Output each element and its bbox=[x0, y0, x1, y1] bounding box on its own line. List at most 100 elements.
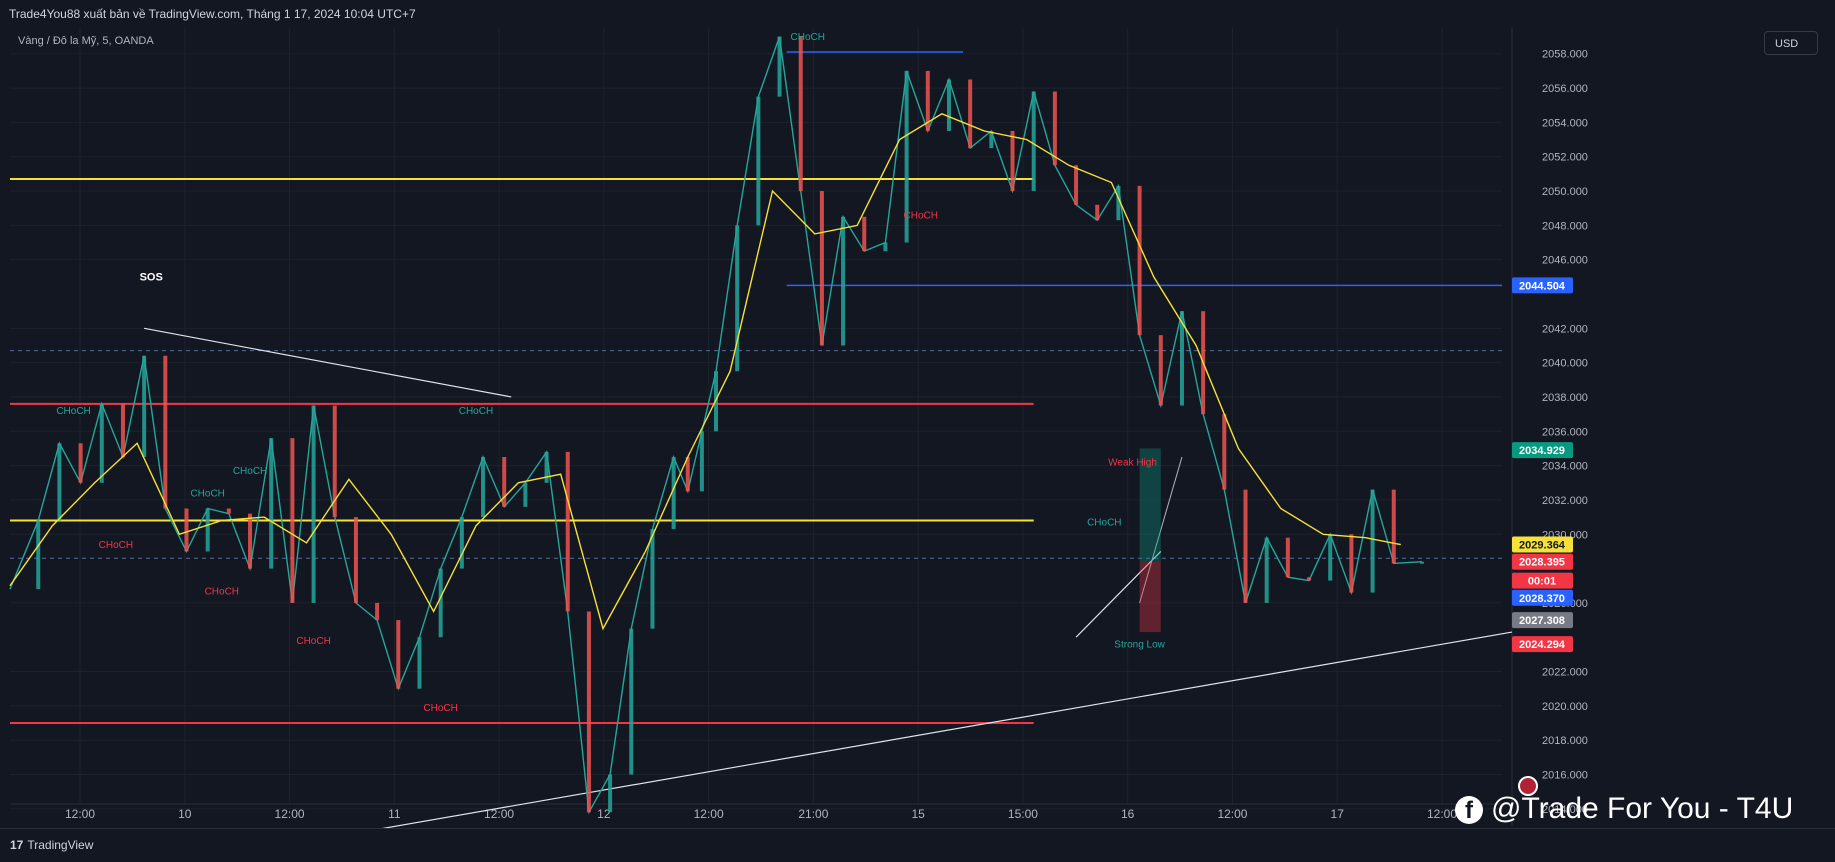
candle bbox=[184, 508, 189, 552]
candle bbox=[1179, 311, 1184, 406]
watermark-text: @Trade For You - T4U bbox=[1491, 792, 1794, 825]
candle bbox=[1095, 204, 1100, 221]
chart-annotation: CHoCH bbox=[459, 406, 493, 417]
price-label: 00:01 bbox=[1528, 576, 1556, 588]
chart-annotation: SOS bbox=[140, 271, 163, 283]
candle bbox=[163, 355, 168, 509]
y-tick-label: 2022.000 bbox=[1542, 667, 1588, 679]
price-label-box bbox=[1512, 612, 1573, 629]
candle bbox=[1052, 91, 1057, 166]
candle bbox=[756, 96, 761, 226]
x-tick-label: 12:00 bbox=[1217, 807, 1247, 821]
candle bbox=[1158, 335, 1163, 406]
us-flag-icon bbox=[1518, 776, 1538, 796]
candle bbox=[798, 36, 803, 192]
chart-annotation: CHoCH bbox=[423, 703, 457, 714]
y-tick-label: 2042.000 bbox=[1542, 323, 1588, 335]
candle bbox=[353, 517, 358, 603]
y-tick-label: 2034.000 bbox=[1542, 461, 1588, 473]
candle bbox=[1391, 489, 1396, 564]
price-label: 2028.395 bbox=[1519, 557, 1565, 569]
tradingview-logo[interactable]: 17 TradingView bbox=[10, 838, 93, 852]
chart-annotation: CHoCH bbox=[99, 540, 133, 551]
chart-annotation: Strong Low bbox=[1114, 640, 1165, 651]
publish-info: Trade4You88 xuất bản về TradingView.com,… bbox=[9, 7, 416, 21]
target-zone bbox=[1139, 448, 1161, 562]
price-label: 2027.308 bbox=[1519, 615, 1565, 627]
candle bbox=[142, 355, 147, 458]
price-label-box bbox=[1512, 636, 1573, 653]
candle bbox=[248, 513, 253, 569]
candle bbox=[1074, 165, 1079, 205]
candle bbox=[290, 438, 295, 603]
candle bbox=[1222, 414, 1227, 490]
price-label-box bbox=[1512, 277, 1573, 294]
candle bbox=[57, 443, 62, 521]
candle bbox=[1010, 130, 1015, 192]
candle bbox=[438, 568, 443, 638]
candle bbox=[699, 431, 704, 492]
candle bbox=[1349, 534, 1354, 593]
candle bbox=[1420, 561, 1424, 564]
candle bbox=[777, 36, 782, 97]
y-tick-label: 2050.000 bbox=[1542, 186, 1588, 198]
candle bbox=[36, 520, 41, 590]
y-tick-label: 2032.000 bbox=[1542, 495, 1588, 507]
stop-zone bbox=[1139, 561, 1161, 633]
y-tick-label: 2052.000 bbox=[1542, 152, 1588, 164]
trendline bbox=[1075, 550, 1162, 638]
y-tick-label: 2056.000 bbox=[1542, 83, 1588, 95]
chart-annotation: CHoCH bbox=[296, 636, 330, 647]
currency-selector[interactable]: USD bbox=[1764, 31, 1818, 55]
candle bbox=[523, 482, 528, 507]
x-tick-label: 12:00 bbox=[275, 807, 305, 821]
x-tick-label: 17 bbox=[1331, 807, 1345, 821]
candle bbox=[1370, 489, 1375, 593]
y-tick-label: 2018.000 bbox=[1542, 735, 1588, 747]
tradingview-logo-icon: 17 bbox=[10, 838, 24, 852]
x-tick-label: 12 bbox=[597, 807, 611, 821]
candle bbox=[608, 774, 613, 813]
candle bbox=[650, 529, 655, 629]
price-label: 2028.370 bbox=[1519, 593, 1565, 605]
chart-annotation: CHoCH bbox=[233, 466, 267, 477]
candle bbox=[685, 457, 690, 492]
trendline bbox=[144, 327, 512, 398]
x-tick-label: 12:00 bbox=[1427, 807, 1457, 821]
y-tick-label: 2014.000 bbox=[1542, 804, 1588, 816]
chart-annotation: CHoCH bbox=[1087, 518, 1121, 529]
candle bbox=[502, 457, 507, 507]
price-label: 2044.504 bbox=[1519, 280, 1566, 292]
x-tick-label: 11 bbox=[388, 807, 401, 821]
candle bbox=[1285, 537, 1290, 578]
x-tick-label: 15 bbox=[911, 807, 925, 821]
y-tick-label: 2048.000 bbox=[1542, 220, 1588, 232]
candle bbox=[1328, 534, 1333, 581]
y-tick-label: 2016.000 bbox=[1542, 770, 1588, 782]
candle bbox=[544, 451, 549, 483]
candle bbox=[586, 611, 591, 813]
y-tick-label: 2036.000 bbox=[1542, 426, 1588, 438]
bottom-bar: 17 TradingView bbox=[0, 828, 1835, 862]
candle bbox=[375, 602, 380, 621]
candle bbox=[565, 451, 570, 612]
candle bbox=[481, 457, 486, 518]
candle bbox=[99, 403, 104, 483]
price-label-box bbox=[1512, 536, 1573, 553]
x-tick-label: 12:00 bbox=[65, 807, 95, 821]
candle bbox=[120, 403, 125, 458]
candle bbox=[883, 242, 888, 252]
x-tick-label: 12:00 bbox=[484, 807, 514, 821]
candle bbox=[968, 79, 973, 149]
x-tick-label: 15:00 bbox=[1008, 807, 1038, 821]
price-label: 2024.294 bbox=[1519, 639, 1566, 651]
candle bbox=[629, 628, 634, 775]
price-label-box bbox=[1512, 589, 1573, 606]
candle bbox=[269, 438, 274, 569]
x-tick-label: 21:00 bbox=[798, 807, 828, 821]
x-tick-label: 10 bbox=[178, 807, 192, 821]
candle bbox=[417, 637, 422, 689]
x-tick-label: 16 bbox=[1121, 807, 1135, 821]
price-chart[interactable]: 12:00 10 12:00 11 12:00 12 12:00 21:00 15 15:00 16… bbox=[0, 0, 1835, 828]
candle bbox=[78, 443, 83, 483]
